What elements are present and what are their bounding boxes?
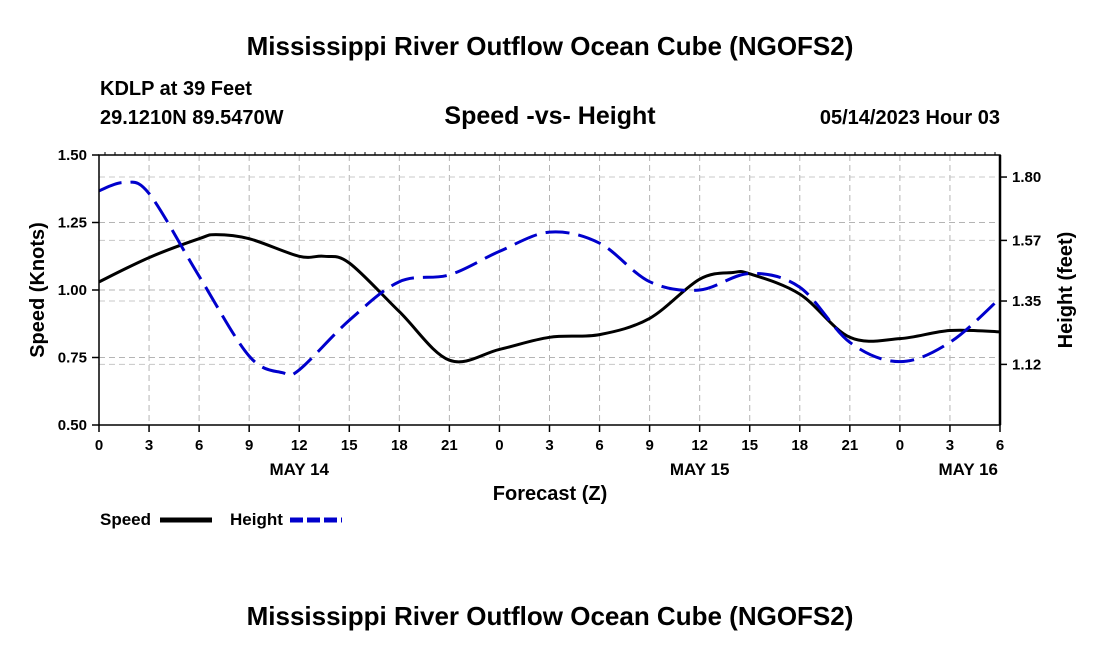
series-line-height	[98, 180, 1001, 377]
y-left-tick-label: 1.25	[58, 215, 87, 232]
x-tick-label: 21	[841, 437, 858, 454]
series-line-speed	[98, 233, 1001, 364]
y-right-tick-label: 1.80	[1012, 169, 1041, 186]
x-tick-label: 3	[946, 437, 954, 454]
y-right-tick-label: 1.12	[1012, 356, 1041, 373]
x-tick-label: 6	[595, 437, 603, 454]
x-axis: 0 3 6 9 12 15 18 21 0 3 6 9 12 15 18 21 0 3 6	[95, 425, 1004, 454]
x-tick-label: 21	[441, 437, 458, 454]
y-axis-left-title: Speed (Knots)	[27, 222, 49, 358]
x-axis-title: Forecast (Z)	[493, 483, 607, 505]
chart-subtitle: Speed -vs- Height	[444, 102, 656, 130]
x-tick-label: 6	[996, 437, 1004, 454]
footer-title: Mississippi River Outflow Ocean Cube (NG…	[247, 601, 854, 631]
series-layer	[98, 180, 1001, 377]
y-right-tick-label: 1.35	[1012, 293, 1041, 310]
y-left-tick-label: 0.75	[58, 350, 87, 367]
y-left-tick-label: 0.50	[58, 417, 87, 434]
legend: Speed Height	[100, 510, 342, 529]
chart-title: Mississippi River Outflow Ocean Cube (NG…	[247, 31, 854, 61]
x-tick-label: 18	[391, 437, 408, 454]
x-tick-label: 15	[341, 437, 358, 454]
x-tick-label: 3	[145, 437, 153, 454]
datetime-label: 05/14/2023 Hour 03	[820, 107, 1000, 129]
x-tick-label: 3	[545, 437, 553, 454]
x-tick-label: 0	[896, 437, 904, 454]
location-label: 29.1210N 89.5470W	[100, 107, 284, 129]
x-tick-label: 6	[195, 437, 203, 454]
y-axis-left: 0.50 0.75 1.00 1.25 1.50	[58, 147, 99, 434]
x-tick-label: 0	[495, 437, 503, 454]
day-label: MAY 16	[938, 460, 998, 479]
x-tick-label: 9	[245, 437, 253, 454]
grid	[99, 152, 1000, 425]
y-axis-right: 1.12 1.35 1.57 1.80	[1000, 169, 1041, 373]
x-tick-label: 12	[291, 437, 308, 454]
y-right-tick-label: 1.57	[1012, 232, 1041, 249]
x-tick-label: 15	[741, 437, 758, 454]
day-labels: MAY 14 MAY 15 MAY 16	[269, 460, 998, 479]
legend-label-speed: Speed	[100, 510, 151, 529]
day-label: MAY 15	[670, 460, 730, 479]
x-tick-label: 12	[691, 437, 708, 454]
day-label: MAY 14	[269, 460, 329, 479]
y-left-tick-label: 1.50	[58, 147, 87, 164]
station-label: KDLP at 39 Feet	[100, 78, 252, 100]
x-tick-label: 0	[95, 437, 103, 454]
x-tick-label: 9	[645, 437, 653, 454]
legend-label-height: Height	[230, 510, 283, 529]
y-left-tick-label: 1.00	[58, 282, 87, 299]
y-axis-right-title: Height (feet)	[1055, 232, 1077, 349]
x-tick-label: 18	[791, 437, 808, 454]
